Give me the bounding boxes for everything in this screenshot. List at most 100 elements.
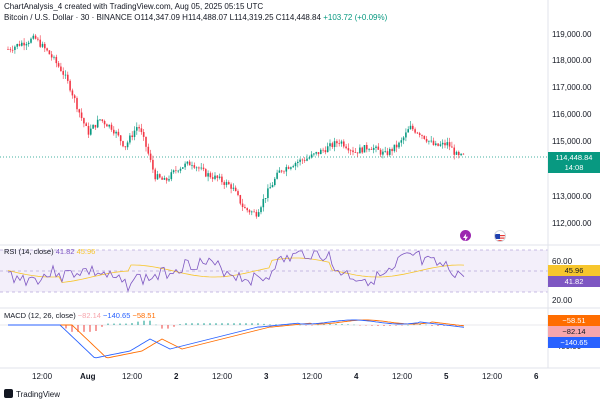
symbol-legend[interactable]: Bitcoin / U.S. Dollar · 30 · BINANCE O11… — [4, 13, 387, 22]
candle — [32, 35, 35, 39]
candle — [165, 178, 168, 181]
candle — [326, 146, 329, 153]
candle — [290, 167, 292, 169]
candle — [129, 135, 131, 143]
event-flash-icon[interactable] — [460, 230, 471, 242]
candle — [7, 49, 9, 50]
us-flag-icon[interactable] — [494, 230, 506, 242]
candle — [359, 147, 361, 154]
candle — [441, 142, 444, 145]
candle — [73, 95, 76, 99]
macd-histogram-bar — [89, 325, 91, 332]
candle — [340, 141, 343, 144]
macd-line-value: −140.65 — [103, 311, 131, 320]
macd-title: MACD (12, 26, close) — [4, 311, 76, 320]
candle — [439, 144, 442, 146]
candle — [414, 129, 416, 133]
candle — [280, 170, 283, 172]
candle — [382, 151, 384, 155]
price-axis-label: 112,000.00 — [552, 219, 592, 228]
candle — [92, 124, 94, 129]
candle — [455, 151, 458, 155]
chart-author-header: ChartAnalysis_4 created with TradingView… — [4, 2, 264, 11]
candle — [207, 173, 209, 177]
macd-histogram-bar — [239, 323, 241, 325]
price-axis-label: 119,000.00 — [552, 30, 592, 39]
candle — [460, 153, 462, 156]
candle — [198, 167, 200, 169]
macd-histogram-bar — [335, 324, 337, 325]
candle — [301, 159, 304, 161]
macd-histogram-bar — [221, 323, 223, 325]
candle — [402, 137, 405, 141]
candle — [27, 42, 30, 45]
macd-histogram-bar — [329, 324, 331, 325]
macd-histogram-bar — [107, 323, 109, 325]
macd-signal-tag: −58.51 — [548, 315, 600, 326]
candle — [349, 150, 352, 152]
rsi-ma-line — [7, 257, 465, 283]
candle — [14, 46, 16, 50]
candle — [80, 112, 83, 119]
candle — [267, 188, 269, 199]
macd-hist-value: −82.14 — [77, 311, 101, 320]
candle — [352, 150, 354, 153]
candle — [451, 146, 453, 148]
time-axis-label: 3 — [264, 372, 269, 381]
footer-brand[interactable]: TradingView — [4, 389, 60, 399]
candle — [446, 142, 449, 146]
rsi-legend[interactable]: RSI (14, close) 41.82 45.96 — [4, 247, 95, 256]
macd-hist-tag: −82.14 — [548, 326, 600, 337]
macd-histogram-bar — [185, 323, 187, 325]
macd-histogram-bar — [95, 325, 97, 331]
candle — [87, 125, 90, 135]
candle — [172, 170, 175, 173]
macd-histogram-bar — [323, 324, 325, 325]
candle — [108, 124, 110, 127]
macd-histogram-bar — [191, 323, 193, 325]
flag-icon — [495, 234, 505, 241]
macd-signal-line — [8, 319, 465, 359]
candle — [345, 146, 347, 149]
macd-signal-tag-value: −58.51 — [562, 316, 586, 325]
candle — [221, 176, 223, 183]
macd-histogram-bar — [365, 325, 367, 326]
candle — [76, 98, 78, 110]
time-axis-label: 12:00 — [32, 372, 53, 381]
candle — [239, 195, 242, 204]
candle — [30, 38, 32, 43]
macd-histogram-bar — [377, 325, 379, 326]
macd-histogram-bar — [71, 325, 73, 332]
candle — [122, 141, 124, 147]
candle — [191, 165, 193, 166]
rsi-line — [7, 250, 465, 293]
candle — [393, 144, 396, 152]
time-axis-label: 12:00 — [482, 372, 503, 381]
macd-histogram-bar — [407, 324, 409, 326]
candle — [354, 152, 357, 153]
price-axis-label: 116,000.00 — [552, 110, 592, 119]
candle — [372, 147, 375, 150]
candle — [23, 42, 25, 46]
candle — [310, 154, 313, 158]
macd-histogram-bar — [299, 324, 301, 326]
candle — [336, 141, 338, 144]
candle — [131, 135, 133, 138]
candle — [94, 124, 97, 128]
macd-histogram-bar — [401, 325, 403, 326]
macd-histogram-bar — [431, 325, 433, 326]
rsi-value: 41.82 — [55, 247, 75, 256]
candle — [175, 170, 177, 172]
macd-histogram-bar — [437, 325, 439, 326]
candle — [320, 149, 322, 155]
candle — [299, 159, 301, 162]
candle — [400, 140, 403, 143]
macd-histogram-bar — [143, 320, 145, 325]
candle — [264, 198, 267, 199]
candle — [117, 131, 120, 136]
candle — [99, 119, 101, 121]
rsi-ma-value: 45.96 — [76, 247, 96, 256]
macd-legend[interactable]: MACD (12, 26, close) −82.14 −140.65 −58.… — [4, 311, 156, 320]
candle — [228, 182, 230, 185]
